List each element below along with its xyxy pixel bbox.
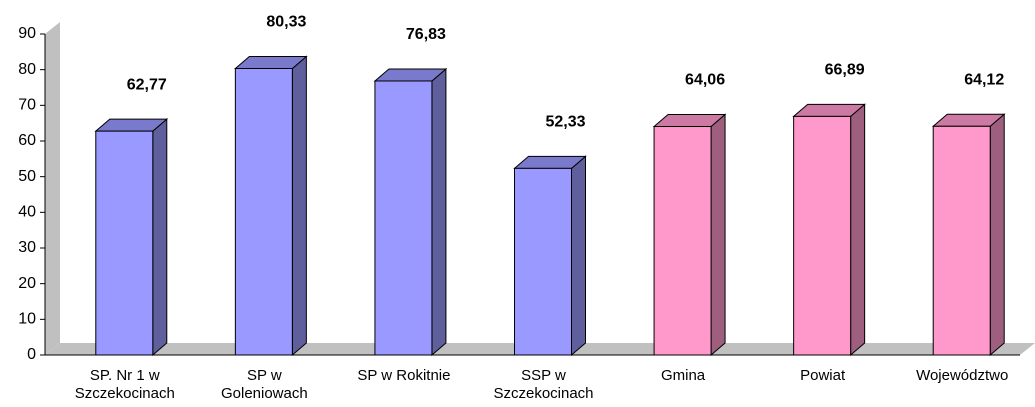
x-tick-label: Województwo <box>916 367 1009 384</box>
bar <box>374 80 433 356</box>
x-tick-label: SP. Nr 1 w Szczekocinach <box>74 367 175 402</box>
x-tick-label: Gmina <box>660 367 706 384</box>
bar <box>234 67 293 356</box>
bar-side <box>152 118 168 357</box>
y-tick-label: 70 <box>18 97 36 114</box>
bar-side <box>291 55 307 357</box>
bar-side <box>710 113 726 357</box>
bar-side <box>431 67 447 357</box>
data-label: 52,33 <box>545 114 585 131</box>
y-tick-label: 90 <box>18 25 36 42</box>
y-tick-label: 50 <box>18 168 36 185</box>
bar <box>514 167 572 356</box>
x-tick-label: SP w Goleniowach <box>220 367 308 402</box>
x-tick-label: SP w Rokitnie <box>357 367 451 384</box>
y-tick-label: 80 <box>18 61 36 78</box>
y-tick-label: 30 <box>18 239 36 256</box>
bar-side <box>571 155 586 357</box>
bar-side <box>850 103 866 357</box>
data-label: 76,83 <box>406 26 446 43</box>
y-tick-label: 60 <box>18 132 36 149</box>
bar <box>653 126 712 356</box>
data-label: 64,12 <box>964 72 1004 89</box>
back-wall <box>45 22 60 355</box>
y-tick-label: 0 <box>27 346 36 363</box>
bar <box>95 130 154 356</box>
data-label: 64,06 <box>685 72 725 89</box>
y-tick-label: 10 <box>18 311 36 328</box>
data-label: 66,89 <box>825 62 865 79</box>
y-tick-label: 20 <box>18 275 36 292</box>
data-label: 62,77 <box>127 76 167 93</box>
x-tick-label: Powiat <box>800 367 846 384</box>
bar <box>932 125 991 356</box>
bar <box>793 115 852 356</box>
data-label: 80,33 <box>266 14 306 31</box>
x-tick-label: SSP w Szczekocinach <box>493 367 594 402</box>
y-tick-label: 40 <box>18 204 36 221</box>
bar-side <box>989 113 1005 357</box>
